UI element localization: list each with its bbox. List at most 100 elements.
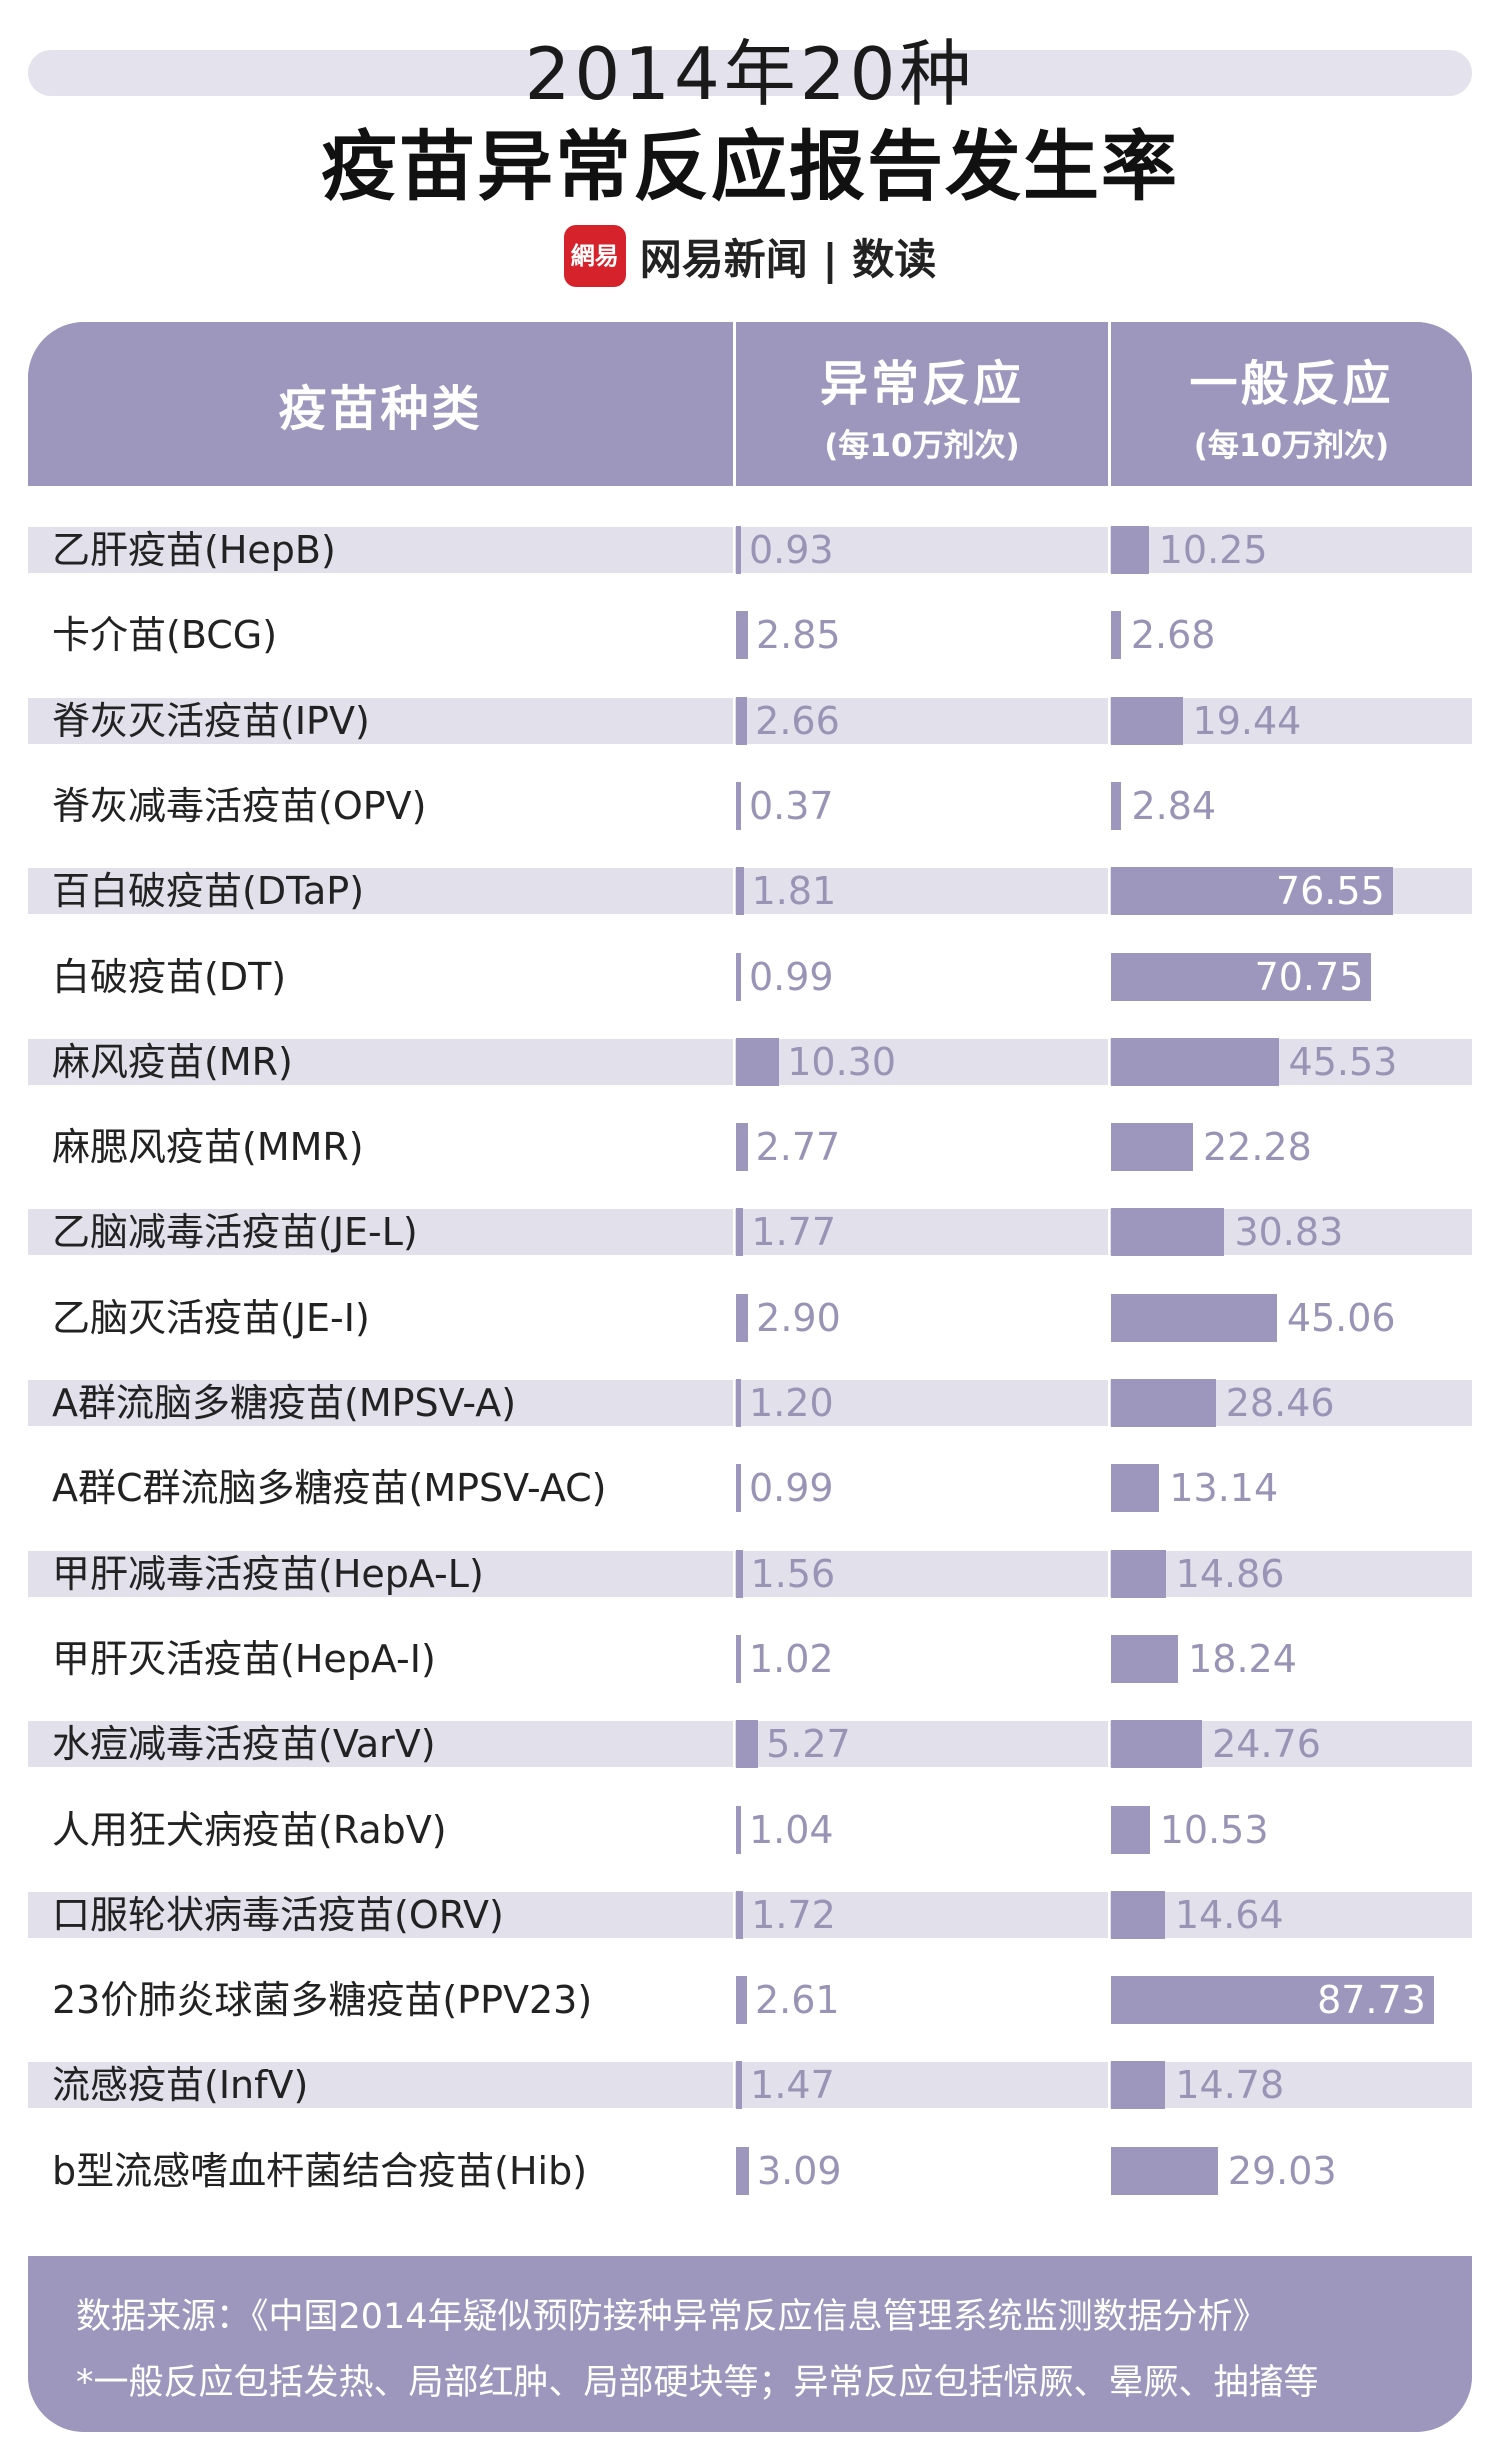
vaccine-name: 卡介苗(BCG) [52, 591, 277, 679]
value-abnormal-reaction: 1.81 [752, 847, 837, 935]
vaccine-name: 麻腮风疫苗(MMR) [52, 1103, 364, 1191]
bar-general-reaction [1111, 2147, 1218, 2195]
value-abnormal-reaction: 1.47 [750, 2041, 835, 2129]
value-abnormal-reaction: 1.02 [749, 1615, 834, 1703]
bar-abnormal-reaction [736, 953, 741, 1001]
value-abnormal-reaction: 2.77 [756, 1103, 841, 1191]
bar-abnormal-reaction [736, 1550, 743, 1598]
bar-general-reaction [1111, 2061, 1165, 2109]
table-row: A群C群流脑多糖疫苗(MPSV-AC) 0.99 13.14 [28, 1444, 1472, 1532]
vaccine-name: 乙脑减毒活疫苗(JE-L) [52, 1188, 418, 1276]
value-abnormal-reaction: 10.30 [787, 1018, 896, 1106]
value-abnormal-reaction: 0.99 [749, 1444, 834, 1532]
value-abnormal-reaction: 2.66 [755, 677, 840, 765]
bar-abnormal-reaction [736, 1720, 758, 1768]
vaccine-name: A群C群流脑多糖疫苗(MPSV-AC) [52, 1444, 607, 1532]
brand: 網易 网易新闻 | 数读 [0, 225, 1500, 287]
value-general-reaction: 29.03 [1228, 2127, 1337, 2215]
header-general-label: 一般反应 [1189, 344, 1393, 414]
header-general-reaction: 一般反应 (每10万剂次) [1111, 322, 1472, 486]
column-divider [733, 486, 735, 2256]
table-row: 乙脑减毒活疫苗(JE-L) 1.77 30.83 [28, 1188, 1472, 1276]
value-general-reaction: 2.68 [1131, 591, 1216, 679]
value-abnormal-reaction: 1.56 [751, 1530, 836, 1618]
header-abnormal-unit: (每10万剂次) [824, 420, 1019, 465]
table-row: 甲肝灭活疫苗(HepA-I) 1.02 18.24 [28, 1615, 1472, 1703]
header-abnormal-label: 异常反应 [820, 344, 1024, 414]
value-general-reaction: 14.64 [1175, 1871, 1284, 1959]
value-general-reaction: 14.86 [1176, 1530, 1285, 1618]
chart-title-line2: 疫苗异常反应报告发生率 [0, 120, 1500, 214]
value-abnormal-reaction: 1.72 [751, 1871, 836, 1959]
value-abnormal-reaction: 5.27 [766, 1700, 851, 1788]
value-general-reaction: 10.53 [1160, 1786, 1269, 1874]
value-abnormal-reaction: 0.93 [749, 506, 834, 594]
table-row: 脊灰灭活疫苗(IPV) 2.66 19.44 [28, 677, 1472, 765]
header-abnormal-reaction: 异常反应 (每10万剂次) [736, 322, 1108, 486]
bar-abnormal-reaction [736, 1379, 741, 1427]
vaccine-name: 麻风疫苗(MR) [52, 1018, 293, 1106]
table-row: 口服轮状病毒活疫苗(ORV) 1.72 14.64 [28, 1871, 1472, 1959]
table-row: 甲肝减毒活疫苗(HepA-L) 1.56 14.86 [28, 1530, 1472, 1618]
bar-abnormal-reaction [736, 1464, 741, 1512]
bar-abnormal-reaction [736, 697, 747, 745]
bar-abnormal-reaction [736, 1976, 747, 2024]
bar-general-reaction [1111, 1123, 1193, 1171]
value-general-reaction: 19.44 [1193, 677, 1302, 765]
data-source-note: 数据来源：《中国2014年疑似预防接种异常反应信息管理系统监测数据分析》 [76, 2288, 1268, 2339]
value-general-reaction: 76.55 [1276, 847, 1385, 935]
table-row: 23价肺炎球菌多糖疫苗(PPV23) 2.61 87.73 [28, 1956, 1472, 2044]
bar-abnormal-reaction [736, 2147, 749, 2195]
vaccine-name: 甲肝减毒活疫苗(HepA-L) [52, 1530, 484, 1618]
vaccine-name: b型流感嗜血杆菌结合疫苗(Hib) [52, 2127, 587, 2215]
table-header: 疫苗种类 异常反应 (每10万剂次) 一般反应 (每10万剂次) [28, 322, 1472, 486]
bar-abnormal-reaction [736, 867, 744, 915]
bar-general-reaction [1111, 1379, 1216, 1427]
vaccine-name: 水痘减毒活疫苗(VarV) [52, 1700, 436, 1788]
header-vaccine-type-label: 疫苗种类 [278, 369, 482, 439]
value-general-reaction: 30.83 [1234, 1188, 1343, 1276]
table-row: 乙脑灭活疫苗(JE-I) 2.90 45.06 [28, 1274, 1472, 1362]
data-table: 疫苗种类 异常反应 (每10万剂次) 一般反应 (每10万剂次) 乙肝疫苗(He… [28, 322, 1472, 2432]
bar-general-reaction [1111, 1806, 1150, 1854]
value-abnormal-reaction: 2.85 [756, 591, 841, 679]
bar-general-reaction [1111, 1464, 1159, 1512]
value-general-reaction: 22.28 [1203, 1103, 1312, 1191]
value-general-reaction: 10.25 [1159, 506, 1268, 594]
value-abnormal-reaction: 1.20 [749, 1359, 834, 1447]
bar-general-reaction [1111, 1720, 1202, 1768]
bar-general-reaction [1111, 1038, 1279, 1086]
brand-name: 网易新闻 | 数读 [640, 226, 937, 287]
vaccine-name: 甲肝灭活疫苗(HepA-I) [52, 1615, 436, 1703]
table-row: 人用狂犬病疫苗(RabV) 1.04 10.53 [28, 1786, 1472, 1874]
bar-general-reaction [1111, 1294, 1277, 1342]
table-row: 麻腮风疫苗(MMR) 2.77 22.28 [28, 1103, 1472, 1191]
value-abnormal-reaction: 0.37 [749, 762, 834, 850]
table-row: 白破疫苗(DT) 0.99 70.75 [28, 933, 1472, 1021]
netease-logo-icon: 網易 [564, 225, 626, 287]
bar-abnormal-reaction [736, 1038, 779, 1086]
bar-general-reaction [1111, 1550, 1166, 1598]
value-abnormal-reaction: 2.61 [755, 1956, 840, 2044]
table-row: 水痘减毒活疫苗(VarV) 5.27 24.76 [28, 1700, 1472, 1788]
vaccine-name: 23价肺炎球菌多糖疫苗(PPV23) [52, 1956, 592, 2044]
table-row: 流感疫苗(InfV) 1.47 14.78 [28, 2041, 1472, 2129]
definition-note: *一般反应包括发热、局部红肿、局部硬块等；异常反应包括惊厥、晕厥、抽搐等 [76, 2354, 1319, 2405]
vaccine-name: 人用狂犬病疫苗(RabV) [52, 1786, 447, 1874]
bar-abnormal-reaction [736, 1294, 748, 1342]
table-row: 乙肝疫苗(HepB) 0.93 10.25 [28, 506, 1472, 594]
vaccine-name: 白破疫苗(DT) [52, 933, 286, 1021]
bar-abnormal-reaction [736, 1806, 741, 1854]
table-row: 百白破疫苗(DTaP) 1.81 76.55 [28, 847, 1472, 935]
table-row: 脊灰减毒活疫苗(OPV) 0.37 2.84 [28, 762, 1472, 850]
vaccine-name: A群流脑多糖疫苗(MPSV-A) [52, 1359, 516, 1447]
bar-general-reaction [1111, 697, 1183, 745]
column-divider [1108, 486, 1110, 2256]
bar-abnormal-reaction [736, 782, 741, 830]
vaccine-name: 脊灰灭活疫苗(IPV) [52, 677, 370, 765]
bar-abnormal-reaction [736, 2061, 742, 2109]
bar-abnormal-reaction [736, 1208, 743, 1256]
vaccine-name: 乙肝疫苗(HepB) [52, 506, 336, 594]
table-body: 乙肝疫苗(HepB) 0.93 10.25 卡介苗(BCG) 2.85 2.68 脊灰灭活疫… [28, 486, 1472, 2256]
bar-abnormal-reaction [736, 526, 741, 574]
